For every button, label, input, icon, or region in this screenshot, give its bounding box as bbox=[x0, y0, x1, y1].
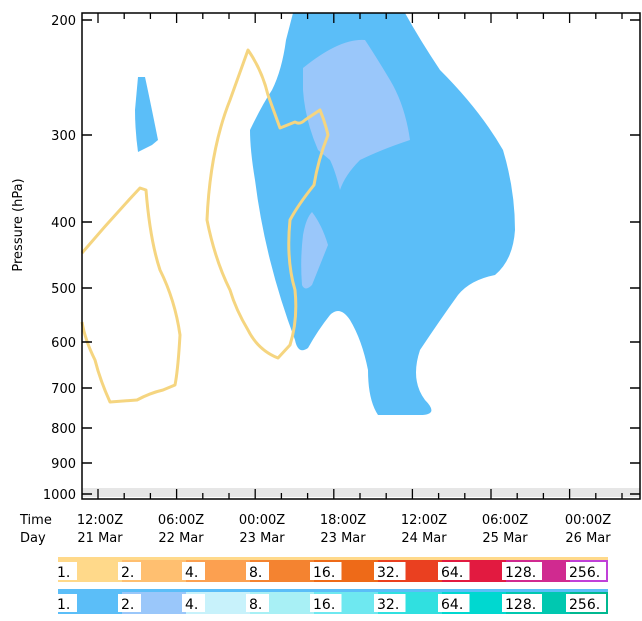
y-tick-label: 900 bbox=[51, 457, 76, 472]
orange-contour-right bbox=[205, 48, 330, 360]
blue-field-small-blob bbox=[135, 77, 158, 152]
colorbar-level-label: 16. bbox=[313, 597, 335, 613]
colorbar-level-label: 32. bbox=[377, 597, 399, 613]
colorbar-label-box bbox=[566, 594, 606, 612]
x-time-label: 06:00Z bbox=[482, 513, 528, 528]
surface-strip bbox=[82, 488, 640, 497]
colorbar-level-label: 32. bbox=[377, 565, 399, 581]
x-day-label: 21 Mar bbox=[77, 531, 123, 546]
x-axis bbox=[97, 13, 623, 499]
orange-contour-left bbox=[80, 186, 182, 404]
x-day-label: 26 Mar bbox=[565, 531, 611, 546]
colorbar-label-box bbox=[438, 562, 470, 580]
y-tick-label: 200 bbox=[51, 14, 76, 29]
colorbar-level-label: 1. bbox=[57, 565, 70, 581]
y-tick-label: 1000 bbox=[43, 488, 76, 503]
colorbar-label-box bbox=[246, 594, 269, 612]
x-day-label: 23 Mar bbox=[239, 531, 285, 546]
x-day-label: 22 Mar bbox=[158, 531, 204, 546]
blue-field-level-2-upper bbox=[303, 39, 410, 190]
colorbar-label-box bbox=[310, 594, 342, 612]
y-axis-label: Pressure (hPa) bbox=[11, 178, 26, 271]
colorbar-level-label: 8. bbox=[249, 565, 262, 581]
colorbar-top-line bbox=[58, 589, 608, 592]
colorbar-label-box bbox=[182, 562, 205, 580]
colorbar-label-box bbox=[502, 594, 542, 612]
colorbar-level-label: 16. bbox=[313, 565, 335, 581]
colorbar-level-label: 1. bbox=[57, 597, 70, 613]
y-tick-label: 300 bbox=[51, 129, 76, 144]
colorbar-label-box bbox=[246, 562, 269, 580]
colorbar-label-box bbox=[374, 594, 406, 612]
colorbar-label-box bbox=[54, 594, 77, 612]
colorbar-level-label: 128. bbox=[505, 565, 536, 581]
colorbar-label-box bbox=[566, 562, 606, 580]
colorbar-label-box bbox=[118, 562, 141, 580]
colorbar-level-label: 4. bbox=[185, 597, 198, 613]
x-time-label: 12:00Z bbox=[401, 513, 447, 528]
colorbars: 1. 2. 4. 8. 16. 32. 64. 128. 256. 1. 2. 4. 8. 16. 32. 6… bbox=[54, 557, 608, 614]
blue-field-level-2-lower bbox=[301, 212, 328, 289]
x-row-label-day: Day bbox=[20, 531, 46, 546]
colorbar-level-label: 256. bbox=[569, 565, 600, 581]
colorbar-level-label: 2. bbox=[121, 597, 134, 613]
colorbar-label-box bbox=[502, 562, 542, 580]
x-time-label: 00:00Z bbox=[565, 513, 611, 528]
x-day-label: 23 Mar bbox=[320, 531, 366, 546]
colorbar-label-box bbox=[438, 594, 470, 612]
y-axis: 200 300 400 500 600 700 800 900 1000 bbox=[43, 14, 640, 503]
colorbar-label-box bbox=[118, 594, 141, 612]
colorbar-label-box bbox=[374, 562, 406, 580]
colorbar-level-label: 4. bbox=[185, 565, 198, 581]
x-row-label-time: Time bbox=[19, 513, 52, 528]
colorbar-level-label: 64. bbox=[441, 597, 463, 613]
colorbar-label-box bbox=[182, 594, 205, 612]
plot-frame bbox=[81, 12, 641, 500]
colorbar-label-box bbox=[310, 562, 342, 580]
x-time-label: 06:00Z bbox=[158, 513, 204, 528]
y-tick-label: 800 bbox=[51, 422, 76, 437]
y-tick-label: 400 bbox=[51, 216, 76, 231]
y-tick-label: 500 bbox=[51, 282, 76, 297]
y-tick-label: 600 bbox=[51, 336, 76, 351]
orange-contours bbox=[80, 48, 330, 404]
x-day-label: 24 Mar bbox=[401, 531, 447, 546]
x-time-label: 18:00Z bbox=[320, 513, 366, 528]
x-axis-labels: 12:00Z 06:00Z 00:00Z 18:00Z 12:00Z 06:00Z 00:0… bbox=[77, 513, 611, 546]
x-day-label: 25 Mar bbox=[482, 531, 528, 546]
colorbar-level-label: 8. bbox=[249, 597, 262, 613]
colorbar-level-label: 2. bbox=[121, 565, 134, 581]
colorbar-level-label: 128. bbox=[505, 597, 536, 613]
colorbar-label-box bbox=[54, 562, 77, 580]
x-time-label: 00:00Z bbox=[239, 513, 285, 528]
x-time-label: 12:00Z bbox=[77, 513, 123, 528]
colorbar-level-label: 256. bbox=[569, 597, 600, 613]
colorbar-top-line bbox=[58, 557, 608, 560]
y-tick-label: 700 bbox=[51, 382, 76, 397]
colorbar-level-label: 64. bbox=[441, 565, 463, 581]
